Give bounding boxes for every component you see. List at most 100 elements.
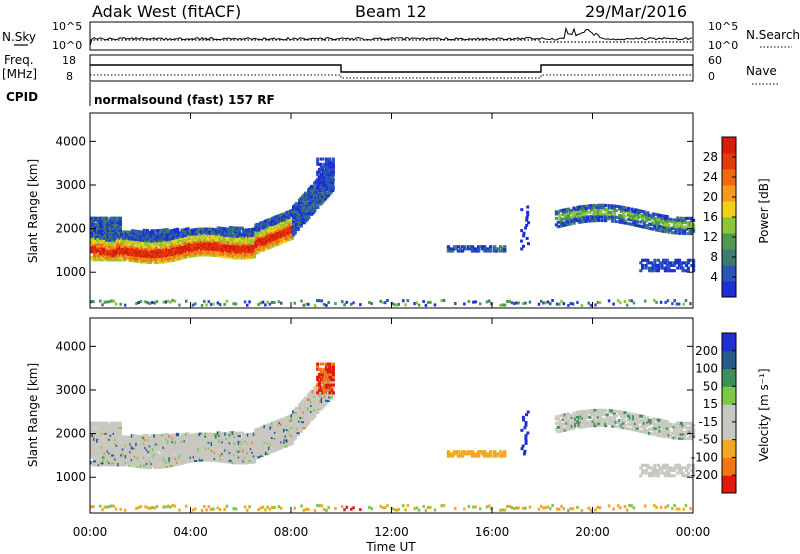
velocity-cell bbox=[295, 408, 299, 413]
power-cell bbox=[677, 227, 682, 231]
power-cell bbox=[452, 247, 457, 251]
power-cell bbox=[653, 263, 657, 267]
power-cell bbox=[665, 269, 669, 273]
power-cell bbox=[246, 244, 251, 248]
freq-tick-bottom: 8 bbox=[66, 70, 73, 83]
power-cell bbox=[96, 248, 100, 252]
power-cell bbox=[584, 217, 588, 221]
power-cell bbox=[612, 204, 617, 208]
power-cell bbox=[164, 300, 168, 304]
power-cell bbox=[686, 216, 690, 220]
power-cell bbox=[676, 266, 680, 270]
power-cell bbox=[520, 229, 524, 233]
power-cell bbox=[597, 210, 601, 214]
power-cell bbox=[598, 214, 602, 218]
power-cell bbox=[115, 236, 119, 240]
power-cell bbox=[691, 263, 696, 267]
power-cell bbox=[570, 215, 574, 219]
power-cell bbox=[688, 229, 692, 233]
power-cell bbox=[118, 226, 122, 230]
power-cell bbox=[320, 299, 324, 303]
power-cell bbox=[672, 218, 676, 222]
power-cell bbox=[656, 263, 661, 267]
power-cell bbox=[470, 245, 475, 249]
power-cell bbox=[292, 205, 296, 209]
power-cell bbox=[252, 254, 257, 259]
velocity-cell bbox=[175, 450, 180, 454]
power-cell bbox=[156, 256, 160, 261]
power-cell bbox=[623, 208, 627, 212]
power-cell bbox=[330, 183, 334, 187]
power-cell bbox=[379, 299, 382, 303]
power-cell bbox=[110, 299, 113, 303]
power-cell bbox=[582, 209, 587, 213]
power-cell bbox=[324, 160, 328, 164]
power-cell bbox=[321, 165, 325, 169]
power-cell bbox=[454, 302, 457, 306]
power-cell bbox=[679, 261, 683, 265]
power-cell bbox=[628, 298, 631, 302]
power-cell bbox=[649, 214, 653, 218]
power-cell bbox=[218, 238, 222, 242]
power-cell bbox=[316, 299, 319, 303]
velocity-cell bbox=[237, 449, 242, 453]
power-cell bbox=[589, 204, 594, 208]
power-cell bbox=[667, 269, 671, 273]
power-cell bbox=[646, 217, 650, 221]
power-cell bbox=[667, 219, 671, 223]
power-cell bbox=[558, 209, 562, 213]
power-cell bbox=[521, 301, 525, 305]
power-cell bbox=[310, 186, 314, 191]
power-cell bbox=[679, 225, 683, 229]
power-cell bbox=[663, 221, 668, 225]
power-cell bbox=[472, 249, 477, 253]
power-cell bbox=[681, 232, 685, 236]
power-cell bbox=[558, 220, 562, 224]
power-cell bbox=[593, 203, 597, 207]
velocity-cell bbox=[295, 418, 299, 423]
nsearch-label: N.Search bbox=[746, 28, 800, 42]
nave-tick-top: 60 bbox=[708, 54, 722, 67]
power-cell bbox=[644, 215, 648, 219]
power-cell bbox=[268, 302, 272, 306]
velocity-cell bbox=[141, 447, 145, 451]
power-cell bbox=[619, 220, 624, 224]
velocity-cell bbox=[105, 421, 109, 426]
power-cell bbox=[556, 212, 560, 216]
date-title: 29/Mar/2016 bbox=[585, 2, 687, 21]
power-cell bbox=[330, 173, 334, 177]
power-cell bbox=[568, 222, 573, 226]
power-cell bbox=[658, 213, 662, 217]
power-cell bbox=[115, 240, 119, 244]
power-cell bbox=[197, 231, 201, 236]
power-cell bbox=[499, 303, 502, 307]
velocity-cell bbox=[118, 423, 122, 428]
power-cell bbox=[633, 208, 638, 212]
power-cell bbox=[328, 176, 332, 180]
power-cell bbox=[572, 210, 576, 214]
power-cell bbox=[690, 221, 694, 225]
power-cell bbox=[526, 205, 530, 209]
power-cell bbox=[679, 263, 683, 267]
power-cell bbox=[655, 213, 659, 217]
power-cell bbox=[609, 206, 613, 210]
nsearch-trace bbox=[90, 39, 693, 43]
power-cell bbox=[484, 249, 489, 253]
power-cell bbox=[597, 219, 601, 223]
power-cell bbox=[260, 221, 264, 225]
power-cell bbox=[663, 227, 668, 231]
power-cell bbox=[324, 173, 328, 177]
power-cell bbox=[522, 231, 526, 235]
power-cell bbox=[173, 299, 177, 303]
power-cell bbox=[320, 200, 324, 204]
nave-trace bbox=[90, 74, 693, 79]
noise-tick-left-top: 10^5 bbox=[52, 20, 82, 33]
power-cell bbox=[674, 220, 678, 224]
power-cell bbox=[317, 162, 321, 166]
power-cell bbox=[672, 269, 676, 273]
power-cell bbox=[114, 226, 118, 230]
power-cell bbox=[589, 219, 594, 223]
power-cell bbox=[223, 302, 226, 306]
power-cell bbox=[101, 303, 104, 307]
power-cell bbox=[326, 175, 330, 179]
